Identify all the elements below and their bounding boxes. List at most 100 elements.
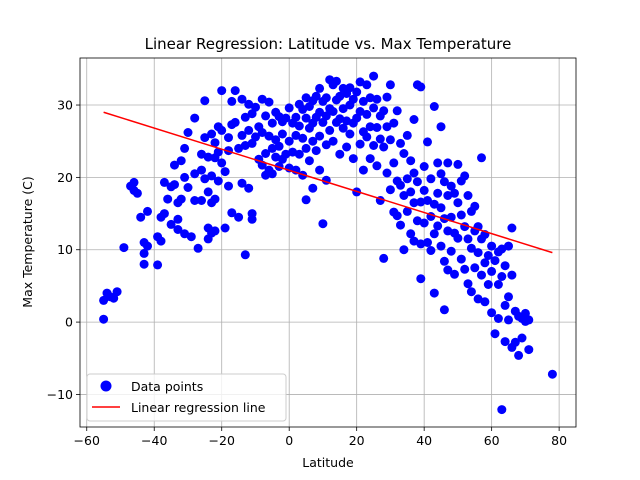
data-point bbox=[399, 191, 409, 200]
data-point bbox=[416, 239, 426, 249]
data-point bbox=[500, 337, 510, 347]
data-point bbox=[139, 259, 149, 269]
data-point bbox=[315, 83, 325, 93]
data-point bbox=[170, 180, 179, 190]
data-point bbox=[224, 181, 233, 191]
data-point bbox=[129, 177, 139, 187]
data-point bbox=[153, 260, 163, 270]
data-point bbox=[224, 133, 233, 143]
data-point bbox=[244, 99, 254, 109]
data-point bbox=[227, 96, 237, 106]
data-point bbox=[281, 113, 291, 123]
data-point bbox=[446, 246, 456, 256]
data-point bbox=[402, 206, 412, 216]
data-point bbox=[277, 129, 287, 139]
data-point bbox=[156, 236, 166, 246]
data-point bbox=[487, 241, 497, 251]
data-point bbox=[487, 308, 497, 318]
data-point bbox=[315, 131, 325, 141]
data-point bbox=[352, 87, 362, 97]
data-point bbox=[284, 136, 294, 146]
data-point bbox=[510, 337, 520, 347]
data-point bbox=[190, 113, 200, 123]
data-point bbox=[423, 238, 432, 247]
data-point bbox=[429, 199, 439, 209]
data-point bbox=[335, 114, 345, 124]
data-point bbox=[493, 280, 503, 289]
data-point bbox=[402, 174, 412, 184]
plot-frame bbox=[79, 57, 577, 428]
data-point bbox=[284, 103, 294, 113]
data-point bbox=[470, 201, 480, 211]
data-point bbox=[450, 188, 459, 198]
data-point bbox=[237, 94, 247, 104]
data-point bbox=[200, 133, 210, 143]
data-point bbox=[210, 138, 220, 148]
data-point bbox=[500, 261, 510, 271]
data-point bbox=[200, 96, 210, 106]
data-point bbox=[186, 232, 196, 242]
data-point bbox=[227, 208, 237, 218]
x-tick-label: −60 bbox=[74, 433, 100, 448]
regression-line bbox=[103, 111, 553, 254]
data-point bbox=[406, 229, 416, 239]
data-point bbox=[159, 209, 169, 219]
data-point bbox=[433, 221, 443, 231]
data-point bbox=[416, 82, 426, 92]
data-point bbox=[453, 233, 463, 243]
data-point bbox=[365, 154, 375, 164]
data-point bbox=[477, 153, 486, 163]
data-point bbox=[328, 136, 338, 146]
data-point bbox=[473, 294, 483, 304]
data-point bbox=[409, 236, 419, 246]
x-tick-label: −40 bbox=[141, 433, 167, 448]
data-point bbox=[220, 167, 230, 177]
data-point bbox=[217, 86, 227, 96]
data-point bbox=[547, 369, 557, 379]
data-point bbox=[463, 234, 473, 244]
data-point bbox=[389, 118, 399, 128]
data-point bbox=[362, 109, 372, 119]
data-point bbox=[261, 149, 271, 158]
data-point bbox=[456, 210, 466, 220]
data-point bbox=[355, 139, 365, 149]
data-point bbox=[180, 143, 190, 153]
data-point bbox=[210, 226, 220, 236]
data-point bbox=[348, 94, 358, 104]
y-tick-label: 30 bbox=[57, 98, 73, 113]
data-point bbox=[159, 177, 169, 187]
data-point bbox=[321, 140, 331, 150]
data-point bbox=[379, 253, 389, 263]
data-point bbox=[402, 130, 412, 140]
y-tick-label: 0 bbox=[65, 315, 73, 330]
data-point bbox=[446, 212, 456, 222]
y-tick-label: 20 bbox=[57, 170, 73, 185]
data-point bbox=[429, 288, 439, 298]
data-point bbox=[423, 196, 432, 205]
data-point bbox=[342, 142, 352, 152]
data-point bbox=[213, 176, 223, 186]
data-point bbox=[470, 263, 480, 273]
data-point bbox=[301, 195, 311, 205]
data-point bbox=[213, 147, 223, 157]
data-point bbox=[429, 102, 439, 111]
data-point bbox=[379, 106, 389, 116]
data-point bbox=[365, 93, 375, 103]
data-point bbox=[487, 266, 497, 276]
data-point bbox=[439, 305, 449, 315]
data-point bbox=[244, 183, 254, 193]
data-point bbox=[433, 158, 443, 168]
data-point bbox=[419, 218, 429, 228]
x-tick-label: 80 bbox=[551, 433, 567, 448]
data-point bbox=[301, 113, 311, 123]
data-point bbox=[217, 125, 227, 135]
data-point bbox=[500, 300, 510, 310]
data-point bbox=[372, 94, 382, 104]
data-point bbox=[220, 223, 230, 233]
data-point bbox=[419, 185, 429, 195]
data-point bbox=[321, 93, 331, 103]
data-point bbox=[382, 92, 392, 102]
data-point bbox=[230, 117, 240, 127]
data-point bbox=[439, 177, 449, 187]
